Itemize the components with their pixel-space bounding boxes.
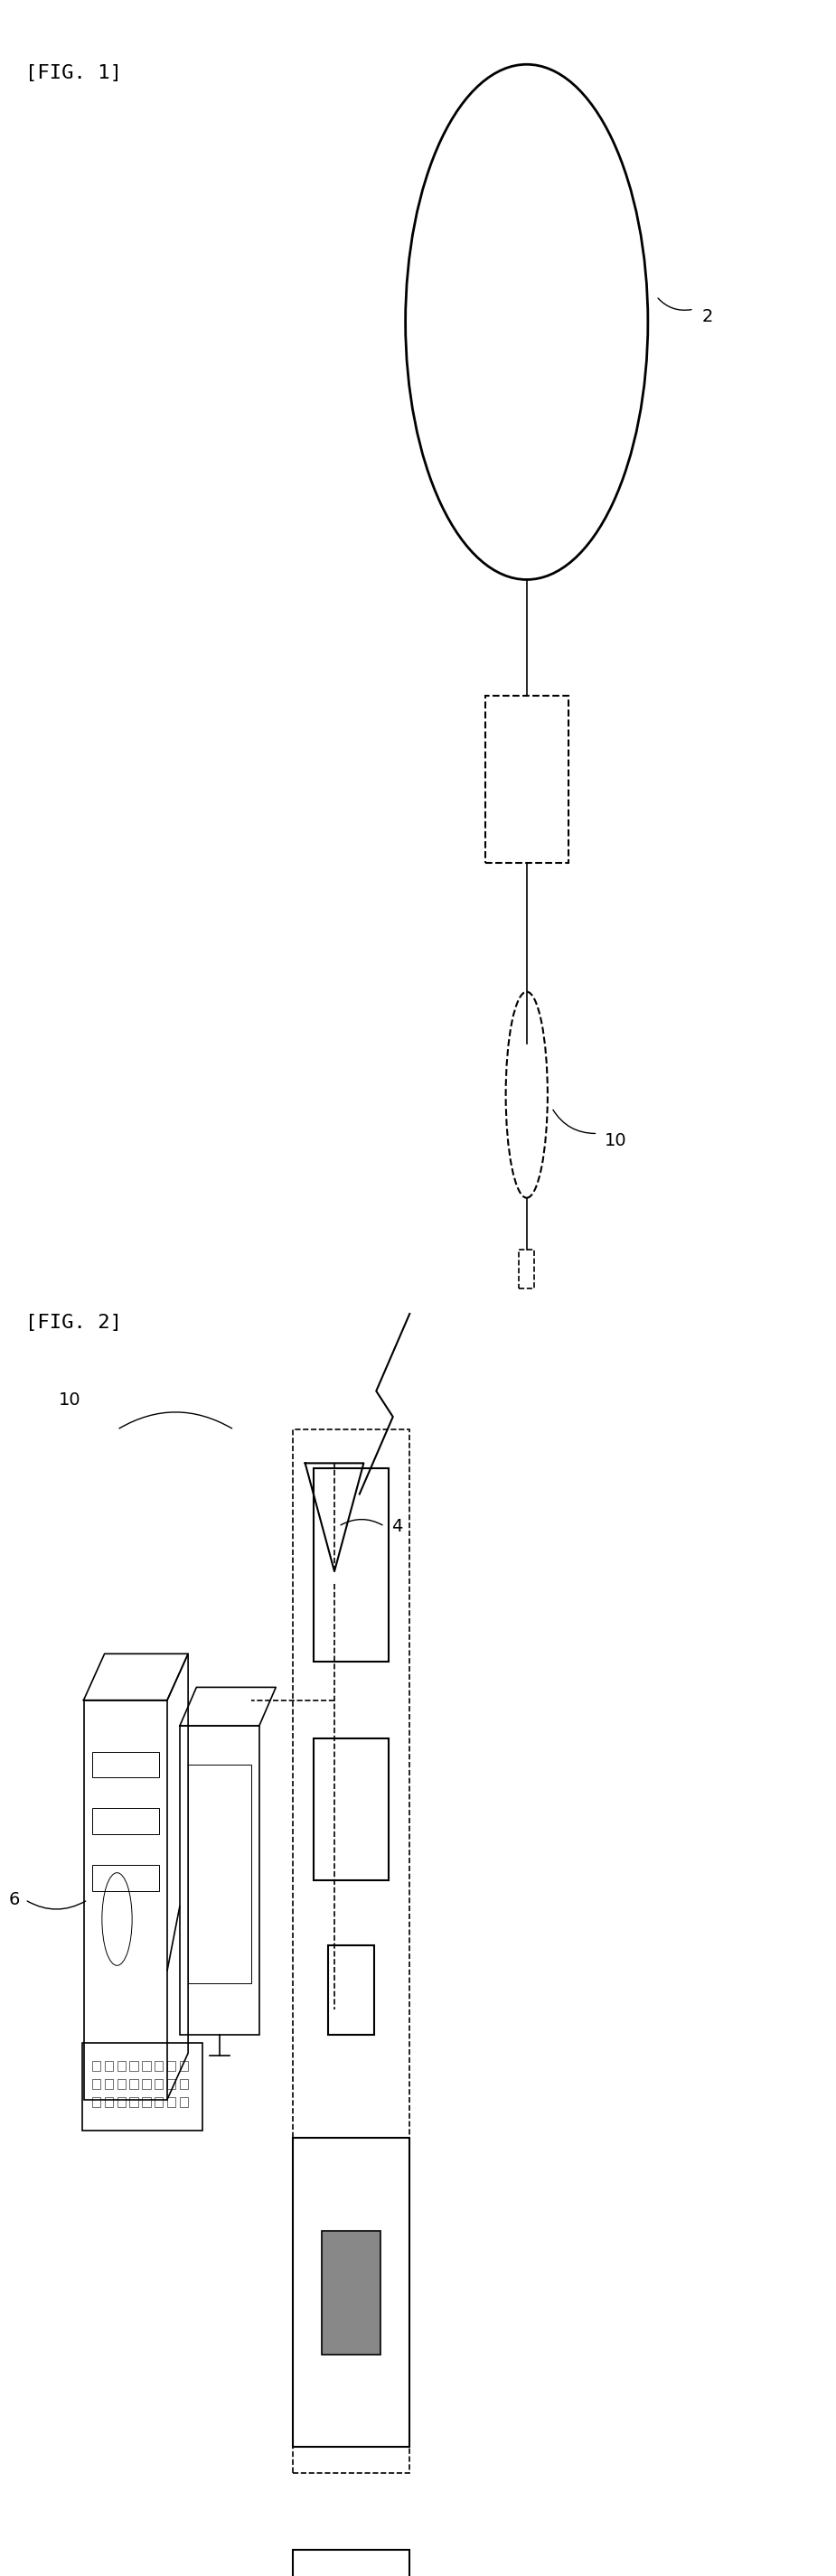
Text: [FIG. 1]: [FIG. 1]	[25, 64, 122, 82]
FancyBboxPatch shape	[322, 2231, 380, 2354]
Text: [FIG. 2]: [FIG. 2]	[25, 1314, 122, 1332]
Text: 10: 10	[604, 1133, 627, 1149]
Text: 4: 4	[391, 1517, 402, 1535]
Text: 10: 10	[59, 1391, 81, 1409]
Text: 2: 2	[702, 309, 713, 325]
Text: 6: 6	[8, 1891, 19, 1909]
